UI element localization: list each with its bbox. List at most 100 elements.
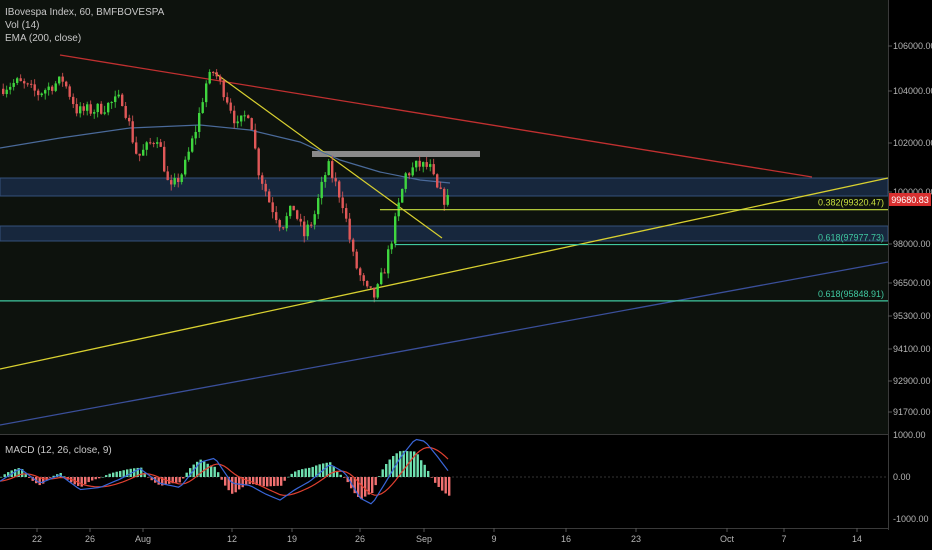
macd-histogram-bar — [266, 477, 269, 487]
candle — [355, 249, 358, 270]
macd-histogram-bar — [203, 461, 206, 477]
candle-body — [208, 71, 211, 84]
candle-body — [124, 106, 127, 118]
candle — [16, 76, 19, 86]
last-price-label: 99680.83 — [891, 195, 929, 205]
macd-histogram-bar — [283, 477, 286, 481]
candle-body — [331, 161, 334, 179]
macd-histogram-bar — [252, 477, 255, 485]
candles-layer — [2, 69, 449, 303]
candle — [296, 209, 299, 221]
macd-histogram-bar — [234, 477, 237, 493]
macd-histogram-bar — [147, 477, 150, 478]
candle — [40, 92, 43, 98]
macd-histogram-bar — [301, 469, 304, 477]
macd-histogram-bar — [311, 466, 314, 477]
candle-body — [68, 86, 71, 97]
macd-histogram-bar — [14, 469, 17, 477]
candle-body — [44, 90, 47, 94]
candle-body — [82, 106, 85, 111]
price-pane[interactable] — [0, 0, 888, 434]
candle — [72, 93, 75, 109]
time-tick-label: 14 — [852, 534, 862, 544]
macd-histogram-bar — [364, 477, 367, 497]
candle — [373, 287, 376, 303]
candle — [149, 137, 152, 145]
symbol-title[interactable]: IBovespa Index, 60, BMFBOVESPA — [5, 7, 165, 18]
ema-layer — [0, 124, 451, 184]
macd-histogram-bar — [164, 477, 167, 485]
macd-histogram-bar — [161, 477, 164, 486]
ema-indicator-label[interactable]: EMA (200, close) — [5, 33, 82, 44]
macd-histogram-bar — [157, 477, 160, 485]
candle-body — [19, 78, 22, 82]
candle — [117, 89, 120, 99]
macd-histogram-bar — [178, 477, 181, 483]
candle-body — [429, 164, 432, 167]
time-tick-label: 19 — [287, 534, 297, 544]
price-axis[interactable]: 106000.00 104000.00 102000.00 100000.00 9800… — [888, 41, 932, 417]
macd-histogram-bar — [112, 472, 115, 477]
candle — [240, 115, 243, 127]
candle-body — [37, 90, 40, 96]
macd-histogram-bar — [28, 477, 31, 478]
candle — [411, 162, 414, 177]
candle — [313, 210, 316, 230]
macd-histogram-bar — [140, 467, 143, 477]
candle-body — [173, 178, 176, 185]
candle-body — [432, 164, 435, 175]
macd-axis[interactable]: 1000.00 0.00 -1000.00 — [893, 430, 929, 524]
candle — [107, 102, 110, 116]
candle-body — [278, 220, 281, 228]
candle-body — [369, 286, 372, 288]
macd-histogram-bar — [175, 477, 178, 483]
macd-histogram-bar — [420, 460, 423, 477]
candle-body — [324, 175, 327, 182]
macd-histogram-bar — [105, 475, 108, 477]
candle — [68, 84, 71, 100]
time-tick-label: Oct — [720, 534, 735, 544]
candle-body — [415, 160, 418, 168]
price-tick-label: 96500.00 — [893, 278, 931, 288]
candle-body — [425, 162, 428, 167]
candle-body — [299, 218, 302, 222]
candle — [142, 144, 145, 156]
candle — [82, 103, 85, 116]
candle-body — [107, 102, 110, 113]
macd-histogram-bar — [217, 472, 220, 477]
candle-body — [114, 96, 117, 103]
macd-pane[interactable] — [0, 436, 888, 528]
candle-body — [334, 178, 337, 182]
price-tick-label: 94100.00 — [893, 344, 931, 354]
candle-body — [376, 284, 379, 298]
candle — [163, 141, 166, 173]
candle-body — [366, 280, 369, 287]
macd-histogram-bar — [238, 477, 241, 490]
candle-body — [163, 146, 166, 172]
macd-histogram-bar — [245, 477, 248, 486]
candle — [114, 90, 117, 108]
time-tick-label: 26 — [355, 534, 365, 544]
macd-histogram-bar — [136, 467, 139, 477]
candle-body — [359, 268, 362, 276]
candle-body — [47, 86, 50, 91]
candle-body — [229, 102, 232, 111]
time-axis[interactable]: 22 26 Aug 12 19 26 Sep 9 16 23 Oct 7 14 — [32, 528, 862, 544]
macd-indicator-label[interactable]: MACD (12, 26, close, 9) — [5, 445, 112, 456]
candle-body — [65, 81, 68, 87]
vol-indicator-label[interactable]: Vol (14) — [5, 20, 40, 31]
candle-body — [2, 88, 5, 95]
candle — [359, 266, 362, 282]
ema-line — [0, 124, 451, 184]
candle-body — [373, 287, 376, 298]
macd-histogram-bar — [343, 477, 346, 478]
candle — [93, 109, 96, 119]
candle-body — [156, 142, 159, 144]
candle-body — [138, 153, 141, 156]
candle-body — [408, 173, 411, 176]
time-tick-label: 16 — [561, 534, 571, 544]
candle — [222, 78, 225, 101]
candle — [432, 158, 435, 176]
channel-line — [0, 261, 889, 426]
